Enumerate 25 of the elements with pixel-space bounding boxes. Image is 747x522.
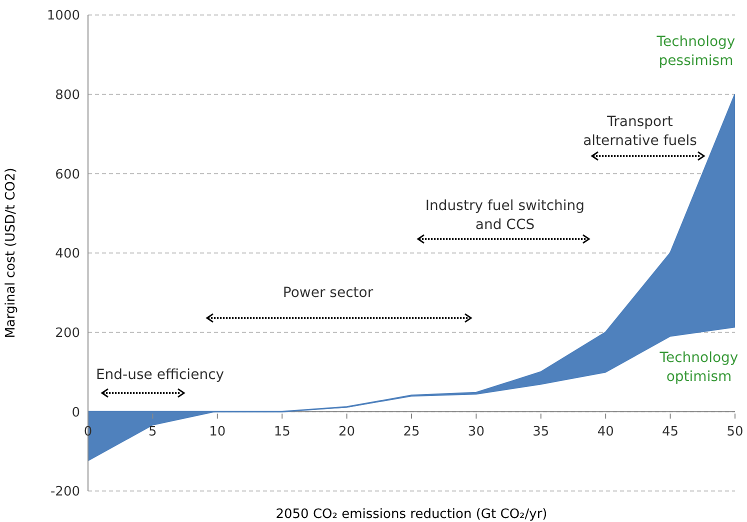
annotation: Power sector [282, 284, 374, 303]
y-tick-label: 600 [55, 167, 80, 182]
y-tick-label: 200 [55, 326, 80, 341]
annotation: End-use efficiency [94, 366, 226, 385]
x-tick-label: 35 [532, 424, 550, 440]
x-tick-label: 20 [338, 424, 356, 440]
x-tick-label: 40 [597, 424, 614, 440]
annotation: Industry fuel switching and CCS [424, 197, 586, 235]
x-tick-label: 10 [209, 424, 226, 440]
y-tick-label: 400 [55, 246, 80, 262]
y-tick-label: 800 [55, 88, 80, 103]
annotation: Technology pessimism [656, 33, 736, 71]
y-axis-title: Marginal cost (USD/t CO2) [4, 168, 19, 338]
x-tick-label: 45 [662, 424, 679, 440]
x-tick-label: 30 [468, 424, 484, 440]
x-axis-title: 2050 CO₂ emissions reduction (Gt CO₂/yr) [276, 507, 548, 522]
x-tick-label: 5 [148, 424, 157, 440]
x-tick-label: 15 [274, 424, 290, 440]
annotation: Technology optimism [658, 349, 740, 387]
y-tick-label: 0 [72, 405, 80, 420]
y-tick-label: -200 [50, 484, 80, 500]
y-tick-label: 1000 [46, 8, 80, 24]
x-tick-label: 25 [403, 424, 420, 440]
annotation: Transport alternative fuels [582, 113, 698, 151]
x-tick-label: 50 [726, 424, 744, 440]
